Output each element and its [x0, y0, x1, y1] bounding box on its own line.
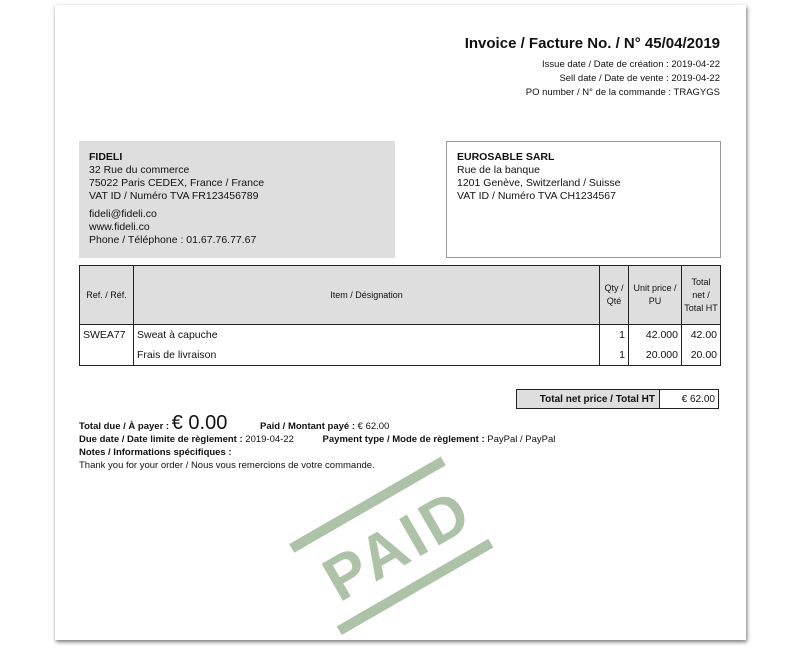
payment-type-label: Payment type / Mode de règlement : [322, 434, 485, 445]
cell-item: Sweat à capuche [133, 324, 600, 345]
issue-date: Issue date / Date de création : 2019-04-… [542, 59, 720, 70]
table-header: Ref. / Réf. Item / Désignation Qty / Qté… [79, 265, 721, 325]
cell-qty: 1 [599, 324, 629, 345]
total-due-value: € 0.00 [171, 412, 228, 434]
col-unit: Unit price / PU [628, 265, 682, 325]
buyer-vat: VAT ID / Numéro TVA CH1234567 [457, 190, 616, 202]
notes: Thank you for your order / Nous vous rem… [79, 460, 375, 471]
due-date: 2019-04-22 [245, 434, 294, 445]
seller-phone: Phone / Téléphone : 01.67.76.77.67 [89, 234, 257, 246]
total-net-box: Total net price / Total HT € 62.00 [516, 389, 719, 409]
col-ref: Ref. / Réf. [79, 265, 134, 325]
total-net-value: € 62.00 [681, 394, 715, 405]
col-total: Total net / Total HT [681, 265, 721, 325]
seller-vat: VAT ID / Numéro TVA FR123456789 [89, 190, 259, 202]
paid-value: € 62.00 [357, 421, 390, 432]
seller-city: 75022 Paris CEDEX, France / France [89, 177, 265, 189]
buyer-name: EUROSABLE SARL [457, 151, 555, 163]
table-row: SWEA77 Sweat à capuche 1 42.000 42.00 [79, 324, 721, 345]
col-item: Item / Désignation [133, 265, 600, 325]
paid-label: Paid / Montant payé : [259, 421, 355, 432]
cell-unit: 42.000 [628, 324, 682, 345]
total-due-label: Total due / À payer : [79, 421, 170, 432]
cell-ref: SWEA77 [79, 324, 134, 345]
seller-box: FIDELI 32 Rue du commerce 75022 Paris CE… [79, 141, 395, 258]
po-number: PO number / N° de la commande : TRAGYGS [525, 87, 720, 98]
total-net-label: Total net price / Total HT [517, 390, 660, 408]
buyer-city: 1201 Genève, Switzerland / Suisse [457, 177, 621, 189]
notes-label: Notes / Informations spécifiques : [79, 447, 232, 458]
cell-unit: 20.000 [628, 345, 682, 366]
payment-info: Total due / À payer : € 0.00 Paid / Mont… [79, 413, 556, 472]
col-qty: Qty / Qté [599, 265, 629, 325]
due-date-label: Due date / Date limite de règlement : [79, 434, 243, 445]
cell-ref [79, 345, 134, 366]
items-table: Ref. / Réf. Item / Désignation Qty / Qté… [79, 265, 721, 366]
invoice-meta: Issue date / Date de création : 2019-04-… [526, 58, 720, 100]
invoice-title: Invoice / Facture No. / N° 45/04/2019 [464, 35, 720, 52]
sell-date: Sell date / Date de vente : 2019-04-22 [559, 73, 720, 84]
seller-web: www.fideli.co [89, 221, 150, 233]
cell-total: 42.00 [681, 324, 721, 345]
buyer-address: Rue de la banque [457, 164, 540, 176]
invoice-page: Invoice / Facture No. / N° 45/04/2019 Is… [55, 5, 746, 640]
payment-type: PayPal / PayPal [487, 434, 556, 445]
seller-address: 32 Rue du commerce [89, 164, 190, 176]
cell-qty: 1 [599, 345, 629, 366]
seller-email: fideli@fideli.co [89, 208, 157, 220]
cell-total: 20.00 [681, 345, 721, 366]
seller-name: FIDELI [89, 151, 123, 163]
cell-item: Frais de livraison [133, 345, 600, 366]
buyer-box: EUROSABLE SARL Rue de la banque 1201 Gen… [446, 141, 721, 258]
table-row: Frais de livraison 1 20.000 20.00 [79, 345, 721, 366]
